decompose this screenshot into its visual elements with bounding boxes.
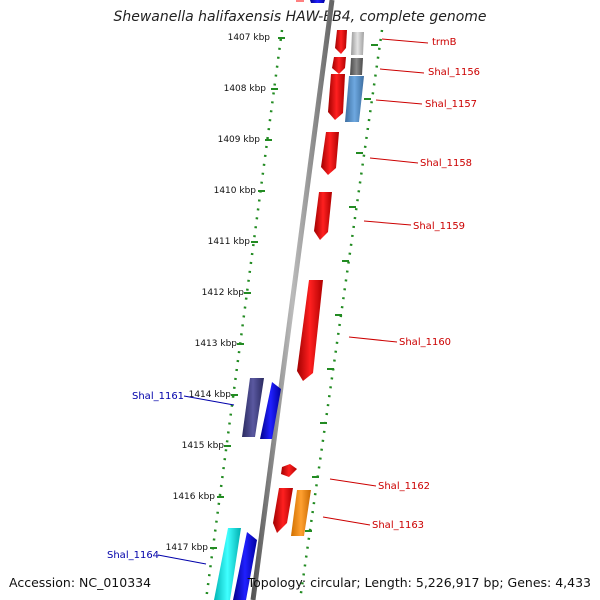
gene-label-Shal_1157[interactable]: Shal_1157: [425, 99, 477, 110]
gene-arrow[interactable]: [260, 382, 281, 439]
gene-label-Shal_1159[interactable]: Shal_1159: [413, 221, 465, 232]
leader-line: [369, 157, 419, 164]
gene-label-Shal_1161[interactable]: Shal_1161: [132, 391, 184, 402]
gene-arrow-trmB[interactable]: [351, 32, 364, 55]
scale-label: 1411 kbp: [208, 237, 251, 247]
gene-arrow-Shal_1156[interactable]: [350, 58, 363, 75]
map-title: Shewanella halifaxensis HAW-EB4, complet…: [113, 9, 487, 25]
gene-arrow[interactable]: [233, 532, 257, 600]
scale-label: 1409 kbp: [218, 135, 261, 145]
gene-arrow-Shal_1157[interactable]: [345, 76, 364, 122]
gene-label-trmB[interactable]: trmB: [432, 37, 457, 48]
scale-track-left: [204, 29, 284, 600]
gene-arrow[interactable]: [335, 30, 347, 54]
leader-line: [381, 38, 429, 44]
gene-arrow-Shal_1158[interactable]: [321, 132, 339, 175]
leader-line: [157, 554, 207, 565]
accession-text: Accession: NC_010334: [9, 575, 152, 590]
gene-label-Shal_1162[interactable]: Shal_1162: [378, 481, 430, 492]
scale-label: 1415 kbp: [182, 441, 225, 451]
leader-line: [183, 395, 235, 406]
topology-text: Topology: circular; Length: 5,226,917 bp…: [247, 575, 591, 590]
scale-tick-marks: [210, 37, 378, 549]
gene-arrow[interactable]: [332, 57, 346, 74]
scale-label: 1407 kbp: [228, 33, 271, 43]
gene-label-Shal_1160[interactable]: Shal_1160: [399, 337, 451, 348]
gene-arrow[interactable]: [328, 74, 345, 120]
leader-line: [322, 516, 371, 526]
gene-arrow-Shal_1161[interactable]: [242, 378, 264, 437]
gene-arrow-Shal_1159[interactable]: [314, 192, 332, 240]
gene-arrow-partial[interactable]: [310, 0, 325, 3]
gene-label-Shal_1158[interactable]: Shal_1158: [420, 158, 472, 169]
gene-arrow-Shal_1163[interactable]: [291, 490, 311, 536]
leader-line: [379, 68, 425, 74]
scale-label: 1417 kbp: [166, 543, 209, 553]
leader-line: [348, 336, 398, 343]
scale-label: 1412 kbp: [202, 288, 245, 298]
leader-line: [329, 478, 377, 487]
gene-label-Shal_1163[interactable]: Shal_1163: [372, 520, 424, 531]
genome-backbone: [250, 0, 335, 600]
scale-label: 1410 kbp: [214, 186, 257, 196]
gene-label-Shal_1164[interactable]: Shal_1164: [107, 550, 159, 561]
leader-line: [375, 99, 423, 105]
scale-label: 1413 kbp: [195, 339, 238, 349]
gene-arrow[interactable]: [273, 488, 293, 533]
gene-arrow-Shal_1164[interactable]: [214, 528, 241, 600]
gene-arrow-Shal_1160[interactable]: [297, 280, 323, 381]
scale-label: 1408 kbp: [224, 84, 267, 94]
scale-label: 1414 kbp: [189, 390, 232, 400]
gene-arrow-partial[interactable]: [296, 0, 304, 2]
scale-label: 1416 kbp: [173, 492, 216, 502]
gene-label-Shal_1156[interactable]: Shal_1156: [428, 67, 480, 78]
gene-arrow[interactable]: [281, 464, 297, 477]
leader-line: [363, 220, 412, 226]
